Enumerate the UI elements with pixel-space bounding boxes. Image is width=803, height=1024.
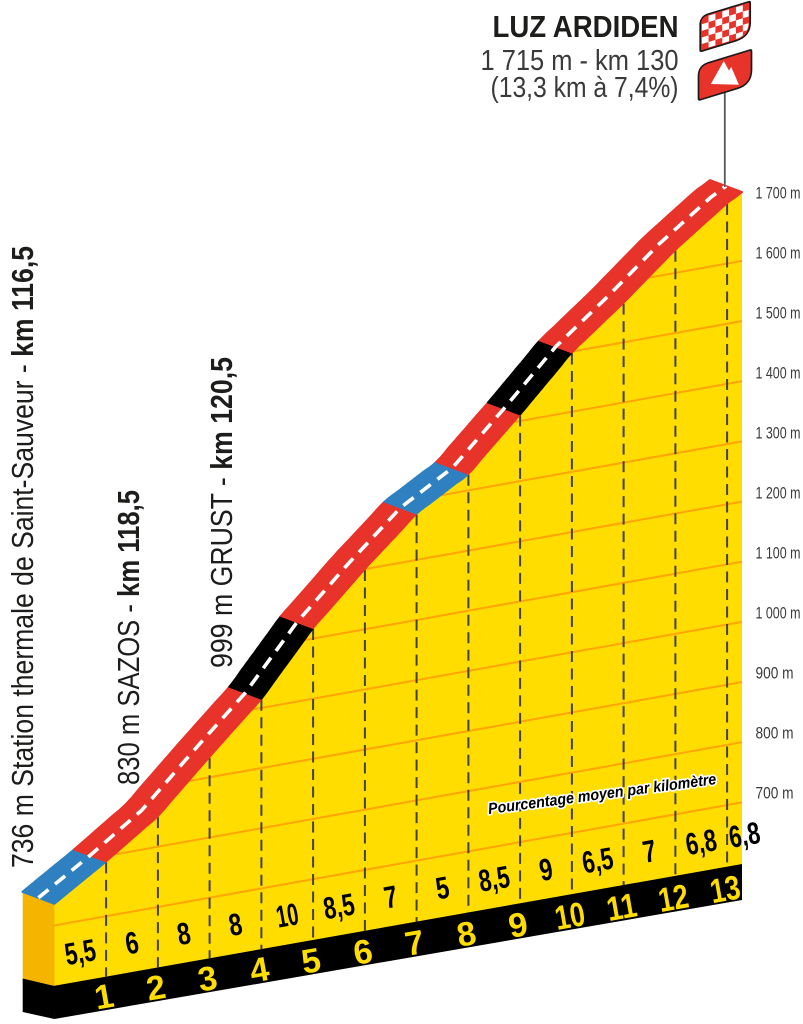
svg-text:1 000 m: 1 000 m: [756, 605, 801, 623]
svg-text:6,8: 6,8: [726, 815, 763, 855]
svg-text:13: 13: [707, 868, 743, 911]
svg-text:8: 8: [174, 915, 193, 952]
svg-text:6: 6: [123, 925, 142, 962]
svg-text:1 200 m: 1 200 m: [756, 485, 801, 503]
svg-text:8,5: 8,5: [321, 886, 358, 926]
svg-text:700 m: 700 m: [756, 785, 794, 803]
svg-text:6,5: 6,5: [579, 841, 616, 881]
svg-text:7: 7: [640, 833, 659, 870]
svg-text:1 100 m: 1 100 m: [756, 545, 801, 563]
svg-text:9: 9: [537, 851, 556, 888]
svg-text:8,5: 8,5: [476, 859, 513, 899]
svg-text:1 500 m: 1 500 m: [756, 305, 801, 323]
svg-text:10: 10: [552, 895, 588, 938]
svg-text:(13,3 km à 7,4%): (13,3 km à 7,4%): [491, 72, 679, 104]
svg-text:800 m: 800 m: [756, 725, 794, 743]
svg-text:1 700 m: 1 700 m: [756, 185, 801, 203]
svg-text:999 m GRUST - km 120,5: 999 m GRUST - km 120,5: [204, 357, 239, 668]
svg-text:6,8: 6,8: [683, 822, 720, 862]
svg-text:7: 7: [381, 879, 400, 916]
svg-text:8: 8: [226, 906, 245, 943]
svg-text:5: 5: [433, 870, 452, 907]
svg-text:12: 12: [655, 877, 691, 920]
svg-text:1 400 m: 1 400 m: [756, 365, 801, 383]
svg-text:1 715 m - km 130: 1 715 m - km 130: [481, 45, 679, 77]
svg-text:LUZ ARDIDEN: LUZ ARDIDEN: [493, 9, 679, 44]
svg-text:900 m: 900 m: [756, 665, 794, 683]
svg-text:11: 11: [604, 886, 640, 929]
svg-text:1 300 m: 1 300 m: [756, 425, 801, 443]
svg-text:1 600 m: 1 600 m: [756, 245, 801, 263]
svg-text:830 m SAZOS - km 118,5: 830 m SAZOS - km 118,5: [111, 490, 146, 785]
svg-text:736 m Station thermale de Sain: 736 m Station thermale de Saint-Sauveur …: [5, 246, 40, 868]
svg-text:5,5: 5,5: [62, 932, 99, 972]
